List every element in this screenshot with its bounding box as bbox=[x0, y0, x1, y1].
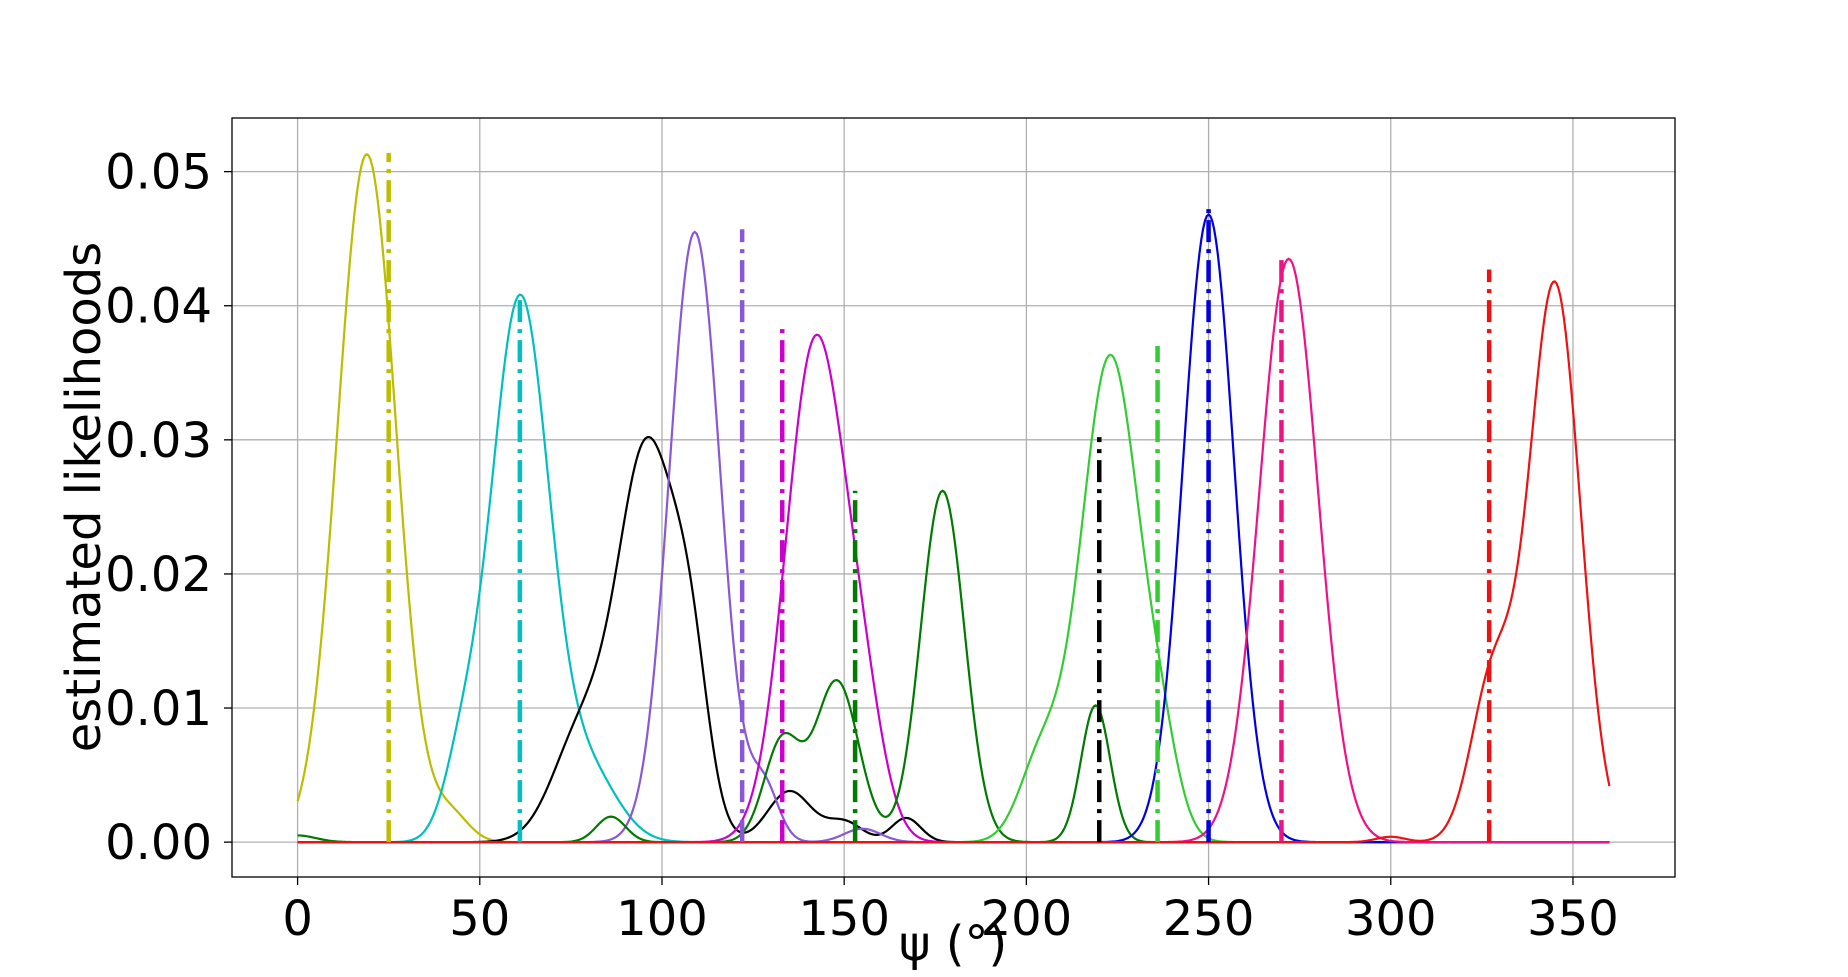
grid-layer bbox=[232, 118, 1675, 877]
x-tick-label: 0 bbox=[282, 891, 313, 947]
marker-layer bbox=[386, 152, 1492, 843]
series-line-8 bbox=[297, 257, 1610, 844]
series-line-1 bbox=[297, 293, 1610, 844]
y-tick-label: 0.02 bbox=[105, 547, 212, 603]
x-tick-label: 150 bbox=[798, 891, 890, 947]
x-tick-label: 50 bbox=[449, 891, 510, 947]
x-tick-label: 200 bbox=[981, 891, 1073, 947]
y-tick-label: 0.05 bbox=[105, 145, 212, 201]
x-tick-label: 250 bbox=[1163, 891, 1255, 947]
series-line-4 bbox=[297, 333, 1610, 844]
y-axis-label: estimated likelihoods bbox=[56, 242, 112, 753]
x-tick-label: 350 bbox=[1527, 891, 1619, 947]
curve-layer bbox=[296, 152, 1611, 844]
series-line-5 bbox=[297, 489, 1610, 844]
series-line-9 bbox=[297, 280, 1611, 844]
series-line-0 bbox=[296, 152, 1610, 844]
y-tick-label: 0.01 bbox=[105, 681, 212, 737]
y-tick-label: 0.03 bbox=[105, 413, 212, 469]
x-tick-label: 100 bbox=[616, 891, 708, 947]
series-line-6 bbox=[297, 353, 1610, 844]
tick-layer: 0 50 100 150 200 250 300 350 0.00 0.01 0.02 0.03 0.0… bbox=[105, 145, 1619, 947]
y-tick-label: 0.00 bbox=[105, 815, 212, 871]
plot-frame bbox=[231, 117, 1676, 878]
x-tick-label: 300 bbox=[1345, 891, 1437, 947]
y-tick-label: 0.04 bbox=[105, 279, 212, 335]
series-line-2 bbox=[297, 435, 1610, 844]
x-axis-label: ψ (°) bbox=[899, 916, 1007, 972]
